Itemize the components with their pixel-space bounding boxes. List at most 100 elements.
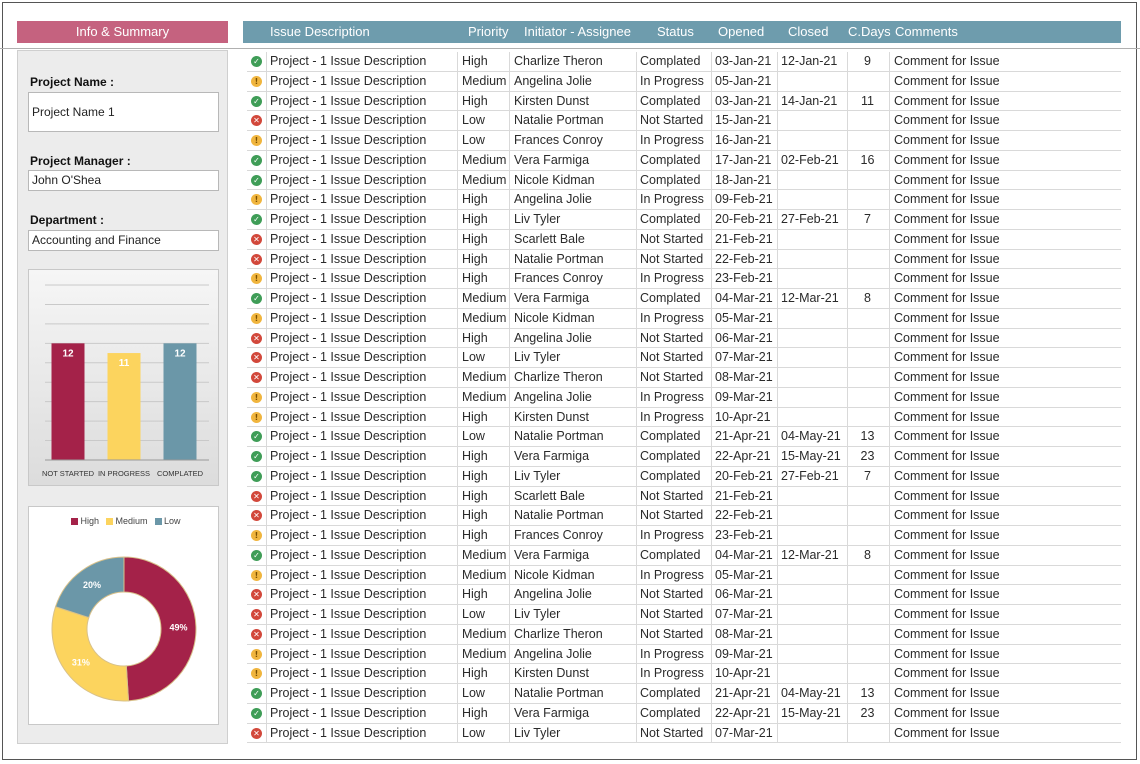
cell-priority[interactable]: High xyxy=(462,330,488,345)
cell-opened-date[interactable]: 20-Feb-21 xyxy=(715,468,773,483)
table-row[interactable]: ✓ Project - 1 Issue Description Medium Vera… xyxy=(247,150,1121,171)
cell-issue-description[interactable]: Project - 1 Issue Description xyxy=(270,567,427,582)
cell-comment[interactable]: Comment for Issue xyxy=(894,626,1000,641)
cell-comment[interactable]: Comment for Issue xyxy=(894,251,1000,266)
cell-status[interactable]: Not Started xyxy=(640,508,704,523)
table-row[interactable]: ! Project - 1 Issue Description Medium Ange… xyxy=(247,387,1121,408)
cell-closed-date[interactable]: 15-May-21 xyxy=(781,449,841,463)
table-row[interactable]: ✓ Project - 1 Issue Description Medium Vera… xyxy=(247,289,1121,309)
table-row[interactable]: ✕ Project - 1 Issue Description High Angeli… xyxy=(247,585,1121,605)
cell-status[interactable]: Not Started xyxy=(640,626,704,641)
cell-priority[interactable]: High xyxy=(462,231,488,246)
cell-comment[interactable]: Comment for Issue xyxy=(894,449,1000,463)
cell-issue-description[interactable]: Project - 1 Issue Description xyxy=(270,113,427,128)
cell-priority[interactable]: High xyxy=(462,508,488,523)
cell-priority[interactable]: High xyxy=(462,93,488,108)
cell-priority[interactable]: High xyxy=(462,192,488,207)
cell-closed-days[interactable]: 8 xyxy=(864,291,871,305)
cell-opened-date[interactable]: 09-Mar-21 xyxy=(715,389,773,404)
cell-assignee[interactable]: Charlize Theron xyxy=(514,54,603,68)
cell-comment[interactable]: Comment for Issue xyxy=(894,705,1000,720)
cell-opened-date[interactable]: 09-Mar-21 xyxy=(715,646,773,661)
cell-issue-description[interactable]: Project - 1 Issue Description xyxy=(270,370,427,384)
cell-opened-date[interactable]: 04-Mar-21 xyxy=(715,547,773,562)
cell-priority[interactable]: Medium xyxy=(462,567,507,582)
col-header-closed[interactable]: Closed xyxy=(788,24,829,39)
table-row[interactable]: ✓ Project - 1 Issue Description High Liv Ty… xyxy=(247,466,1121,487)
cell-issue-description[interactable]: Project - 1 Issue Description xyxy=(270,133,427,147)
cell-assignee[interactable]: Vera Farmiga xyxy=(514,449,590,463)
cell-status[interactable]: Complated xyxy=(640,291,701,305)
cell-assignee[interactable]: Liv Tyler xyxy=(514,468,561,483)
bar-not-started[interactable] xyxy=(51,343,85,460)
cell-assignee[interactable]: Scarlett Bale xyxy=(514,488,585,503)
cell-opened-date[interactable]: 23-Feb-21 xyxy=(715,271,773,286)
cell-comment[interactable]: Comment for Issue xyxy=(894,429,1000,444)
cell-status[interactable]: In Progress xyxy=(640,528,704,542)
cell-assignee[interactable]: Nicole Kidman xyxy=(514,310,595,325)
cell-comment[interactable]: Comment for Issue xyxy=(894,231,1000,246)
cell-priority[interactable]: Medium xyxy=(462,389,507,404)
cell-status[interactable]: Not Started xyxy=(640,725,704,740)
cell-status[interactable]: Not Started xyxy=(640,350,704,365)
cell-priority[interactable]: High xyxy=(462,666,488,681)
cell-assignee[interactable]: Kirsten Dunst xyxy=(514,666,590,681)
cell-issue-description[interactable]: Project - 1 Issue Description xyxy=(270,350,427,365)
table-row[interactable]: ✕ Project - 1 Issue Description Low Liv Tyl… xyxy=(247,348,1121,368)
col-header-person[interactable]: Initiator - Assignee xyxy=(524,24,631,39)
cell-issue-description[interactable]: Project - 1 Issue Description xyxy=(270,409,427,424)
bar-in-progress[interactable] xyxy=(107,353,141,460)
cell-assignee[interactable]: Angelina Jolie xyxy=(514,646,592,661)
cell-opened-date[interactable]: 04-Mar-21 xyxy=(715,291,773,305)
cell-opened-date[interactable]: 07-Mar-21 xyxy=(715,607,773,621)
cell-opened-date[interactable]: 03-Jan-21 xyxy=(715,54,772,68)
cell-status[interactable]: Not Started xyxy=(640,488,704,503)
cell-opened-date[interactable]: 21-Feb-21 xyxy=(715,488,773,503)
cell-opened-date[interactable]: 21-Apr-21 xyxy=(715,429,771,444)
col-header-cdays[interactable]: C.Days xyxy=(848,24,891,39)
cell-issue-description[interactable]: Project - 1 Issue Description xyxy=(270,607,427,621)
cell-opened-date[interactable]: 05-Jan-21 xyxy=(715,73,772,88)
cell-issue-description[interactable]: Project - 1 Issue Description xyxy=(270,646,427,661)
cell-assignee[interactable]: Liv Tyler xyxy=(514,607,561,621)
table-row[interactable]: ✓ Project - 1 Issue Description Low Natalie… xyxy=(247,427,1121,447)
table-row[interactable]: ✓ Project - 1 Issue Description High Kirste… xyxy=(247,91,1121,112)
cell-closed-days[interactable]: 7 xyxy=(864,468,871,483)
cell-status[interactable]: In Progress xyxy=(640,646,704,661)
cell-closed-date[interactable]: 04-May-21 xyxy=(781,686,841,700)
cell-priority[interactable]: Medium xyxy=(462,73,507,88)
cell-opened-date[interactable]: 17-Jan-21 xyxy=(715,152,772,167)
table-row[interactable]: ✓ Project - 1 Issue Description Medium Vera… xyxy=(247,545,1121,566)
table-row[interactable]: ✕ Project - 1 Issue Description Low Natalie… xyxy=(247,111,1121,131)
cell-issue-description[interactable]: Project - 1 Issue Description xyxy=(270,212,427,226)
cell-closed-days[interactable]: 16 xyxy=(860,152,875,167)
cell-priority[interactable]: Low xyxy=(462,607,485,621)
cell-closed-date[interactable]: 12-Mar-21 xyxy=(781,291,839,305)
cell-comment[interactable]: Comment for Issue xyxy=(894,172,1000,187)
cell-status[interactable]: In Progress xyxy=(640,567,704,582)
cell-opened-date[interactable]: 22-Apr-21 xyxy=(715,705,771,720)
cell-opened-date[interactable]: 22-Feb-21 xyxy=(715,251,773,266)
cell-assignee[interactable]: Nicole Kidman xyxy=(514,172,595,187)
col-header-status[interactable]: Status xyxy=(657,24,694,39)
cell-status[interactable]: Not Started xyxy=(640,587,704,602)
cell-comment[interactable]: Comment for Issue xyxy=(894,192,1000,207)
cell-priority[interactable]: Low xyxy=(462,725,485,740)
cell-priority[interactable]: High xyxy=(462,212,488,226)
cell-assignee[interactable]: Natalie Portman xyxy=(514,508,604,523)
cell-priority[interactable]: Medium xyxy=(462,310,507,325)
cell-priority[interactable]: Medium xyxy=(462,370,507,384)
cell-closed-days[interactable]: 11 xyxy=(861,93,874,108)
cell-assignee[interactable]: Charlize Theron xyxy=(514,626,603,641)
table-row[interactable]: ! Project - 1 Issue Description High Angeli… xyxy=(247,190,1121,210)
cell-issue-description[interactable]: Project - 1 Issue Description xyxy=(270,93,427,108)
cell-priority[interactable]: High xyxy=(462,705,488,720)
cell-status[interactable]: Complated xyxy=(640,54,701,68)
cell-closed-date[interactable]: 27-Feb-21 xyxy=(781,212,839,226)
cell-assignee[interactable]: Natalie Portman xyxy=(514,113,604,128)
cell-comment[interactable]: Comment for Issue xyxy=(894,409,1000,424)
cell-status[interactable]: Complated xyxy=(640,547,701,562)
col-header-comments[interactable]: Comments xyxy=(895,24,958,39)
cell-priority[interactable]: High xyxy=(462,409,488,424)
cell-issue-description[interactable]: Project - 1 Issue Description xyxy=(270,449,427,463)
